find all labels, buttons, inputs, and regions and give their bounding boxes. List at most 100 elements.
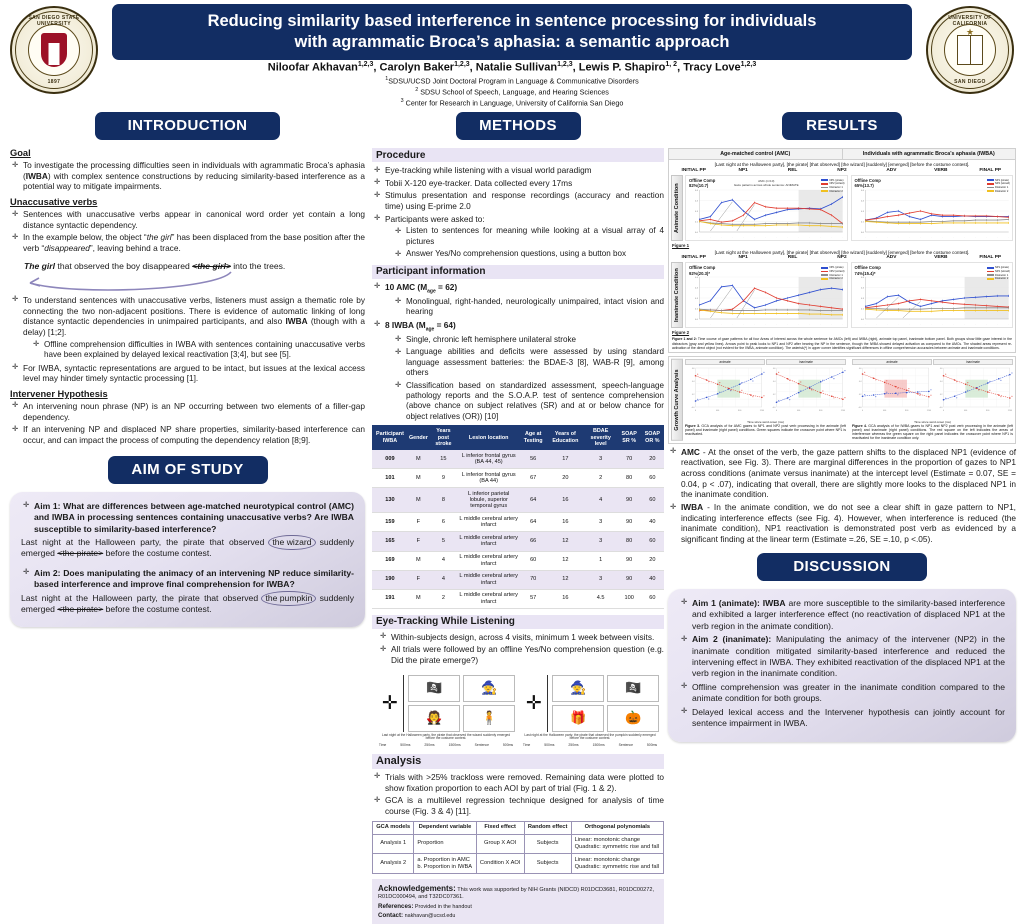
svg-text:0.4: 0.4 [861, 288, 865, 290]
svg-text:·: · [1008, 237, 1009, 239]
chart-legend-amc-inanimate: NP1 (pirate) NP2 (wizard) Distractor 1 D… [821, 266, 845, 280]
results-bullet-iwba-label: IWBA [681, 502, 704, 513]
discussion-bullet-2-text: Manipulating the animacy of the interven… [692, 634, 1005, 679]
eyetracking-heading: Eye-Tracking While Listening [372, 614, 664, 629]
column-header: Gender [407, 425, 429, 450]
figure-3-caption-label: Figure 3. [685, 423, 700, 428]
svg-text:·: · [699, 325, 700, 327]
table-cell: 9 [428, 468, 459, 488]
svg-text:·: · [765, 237, 766, 239]
svg-text:1200: 1200 [841, 410, 845, 412]
svg-text:·: · [975, 325, 976, 327]
svg-text:0.6: 0.6 [695, 277, 699, 279]
procedure-bullet-3-text: Participants were asked to: [385, 213, 485, 224]
acknowledgements-label: Acknowledgements: [378, 883, 456, 893]
table-cell: 60 [640, 487, 664, 514]
line-plot: 0.6 0.4 0.3 0.1 0.0 · · · · · · · · · · · · · · [861, 189, 1009, 239]
svg-text:·: · [820, 237, 821, 239]
table-cell: 90 [617, 487, 641, 514]
line-plot: 0.6 0.4 0.3 0.1 0.0 · · · · · · · · · · · · · · [695, 277, 843, 327]
table-row: 191 M 2 L middle cerebral artery infarct 57 1… [372, 589, 664, 609]
table-cell: Subjects [523, 833, 572, 855]
aim-of-study-box: Aim 1: What are differences between age-… [10, 491, 365, 627]
gca-amc-inanimate-panel: inanimate 0.6 0 0.4 400 0.2 800 -0.0 1200 [766, 358, 846, 420]
discussion-bullet-1-label: Aim 1 (animate): IWBA [692, 597, 786, 608]
aim-2-question: Aim 2: Does manipulating the animacy of … [23, 567, 354, 591]
sdsu-shield-icon [41, 33, 67, 67]
legend-d2: Distractor 2 [829, 189, 843, 193]
svg-text:800: 800 [738, 410, 741, 412]
region-label-initial-pp: INITIAL PP [681, 255, 706, 261]
sdsu-seal-bottom-text: 1897 [47, 79, 61, 85]
table-cell: 4 [583, 487, 618, 514]
table-cell: 64 [519, 487, 548, 514]
table-cell: M [407, 468, 429, 488]
table-cell: 80 [617, 531, 641, 552]
timeline-label: 500ms [646, 742, 658, 747]
table-row: Analysis 2 a. Proportion in AMC b. Proport… [371, 853, 665, 874]
acknowledgements-block: Acknowledgements: This work was supporte… [372, 878, 664, 924]
table-cell: Subjects [523, 853, 572, 874]
svg-text:0.0: 0.0 [861, 319, 865, 321]
iwba-group-label: 8 IWBA (Mage = 64) Single, chronic left … [374, 319, 664, 423]
column-middle: METHODS Procedure Eye-tracking while lis… [371, 112, 665, 924]
svg-text:·: · [787, 237, 788, 239]
svg-text:0: 0 [943, 410, 944, 412]
figure-4-caption-text: GCA analysis of for IWBA gazes to NP1 an… [852, 423, 1014, 441]
table-cell: 130 [372, 487, 408, 514]
svg-text:·: · [765, 325, 766, 327]
table-header-row: Participant IWBA Gender Years post stroke L… [372, 425, 664, 450]
svg-text:0.4: 0.4 [695, 200, 699, 202]
svg-text:·: · [820, 325, 821, 327]
legend-np2: NP2 (wizard) [995, 182, 1010, 186]
chart-desc-label: Gaze patterns across whole sentence: ANI… [733, 182, 799, 187]
legend-np2: NP2 (wizard) [829, 182, 845, 186]
svg-text:·: · [953, 237, 954, 239]
unaccusative-bullet-2: In the example below, the object “the gi… [12, 232, 365, 253]
chart-legend-iwba-animate: NP1 (pirate) NP2 (wizard) Distractor 1 D… [986, 179, 1010, 193]
table-cell: Linear: monotonic change Quadratic: symme… [570, 833, 665, 855]
svg-text:·: · [964, 325, 965, 327]
chart-subtitle-amc-animate: AMC (n=10) Gaze patterns across whole se… [734, 179, 799, 187]
svg-text:·: · [809, 237, 810, 239]
amc-group-label: 10 AMC (Mage = 62) Monolingual, right-ha… [374, 281, 664, 318]
svg-text:·: · [953, 325, 954, 327]
aim-2-example-sentence: Last night at the Halloween party, the p… [21, 590, 354, 615]
table-row: 169 M 4 L middle cerebral artery infarct 60 1… [372, 551, 664, 571]
table-cell: F [407, 512, 429, 533]
discussion-bullet-4: Delayed lexical access and the Intervene… [681, 706, 1005, 730]
group-header-amc: Age-matched control (AMC) [720, 151, 791, 157]
witch-icon: 🧛 [408, 704, 461, 732]
svg-text:·: · [975, 237, 976, 239]
timeline-label: Time [522, 742, 531, 747]
svg-text:·: · [787, 325, 788, 327]
table-cell: 80 [617, 468, 641, 488]
table-row: 101 M 9 L inferior frontal gyrus (BA 44) 67 2… [372, 468, 664, 488]
references-line: References: Provided in the handout [378, 903, 658, 910]
svg-text:0.2: 0.2 [859, 394, 862, 396]
svg-text:·: · [986, 325, 987, 327]
author-list: Niloofar Akhavan1,2,3, Carolyn Baker1,2,… [267, 61, 757, 74]
contact-body: nakhavan@ucsd.edu [403, 912, 456, 919]
contact-label: Contact: [378, 911, 404, 919]
svg-text:·: · [710, 237, 711, 239]
gca-models-table: GCA models Dependent variable Fixed effect… [371, 820, 665, 874]
chart-amc-inanimate: Offline Comp 92%(20.3)* NP1 (pirate) NP2… [685, 262, 848, 329]
table-cell: 66 [519, 531, 548, 552]
svg-text:0.6: 0.6 [692, 368, 695, 370]
table-cell: 3 [583, 512, 618, 533]
svg-text:·: · [876, 325, 877, 327]
region-label-rel: REL [787, 167, 798, 173]
intervener-bullet-1: An intervening noun phrase (NP) is an NP… [12, 400, 365, 422]
svg-text:400: 400 [716, 410, 719, 412]
aim-1-example-sentence: Last night at the Halloween party, the p… [21, 534, 354, 559]
gca-figures-card: Growth Curve Analysis animate 0.6 0 0.4 400… [668, 355, 1016, 444]
table-cell: 12 [547, 570, 584, 590]
chart-legend-iwba-inanimate: NP1 (pirate) NP2 (wizard) Distractor 1 D… [986, 266, 1010, 280]
svg-text:·: · [920, 237, 921, 239]
svg-text:0.4: 0.4 [773, 381, 776, 383]
table-cell: 3 [583, 449, 618, 469]
chart-iwba-animate: Offline Comp 65%(13.7) NP1 (pirate) NP2 … [850, 174, 1013, 241]
man-icon: 🧍 [463, 704, 516, 732]
discussion-bullet-1-text: are more susceptible to the similarity-b… [692, 597, 1005, 631]
